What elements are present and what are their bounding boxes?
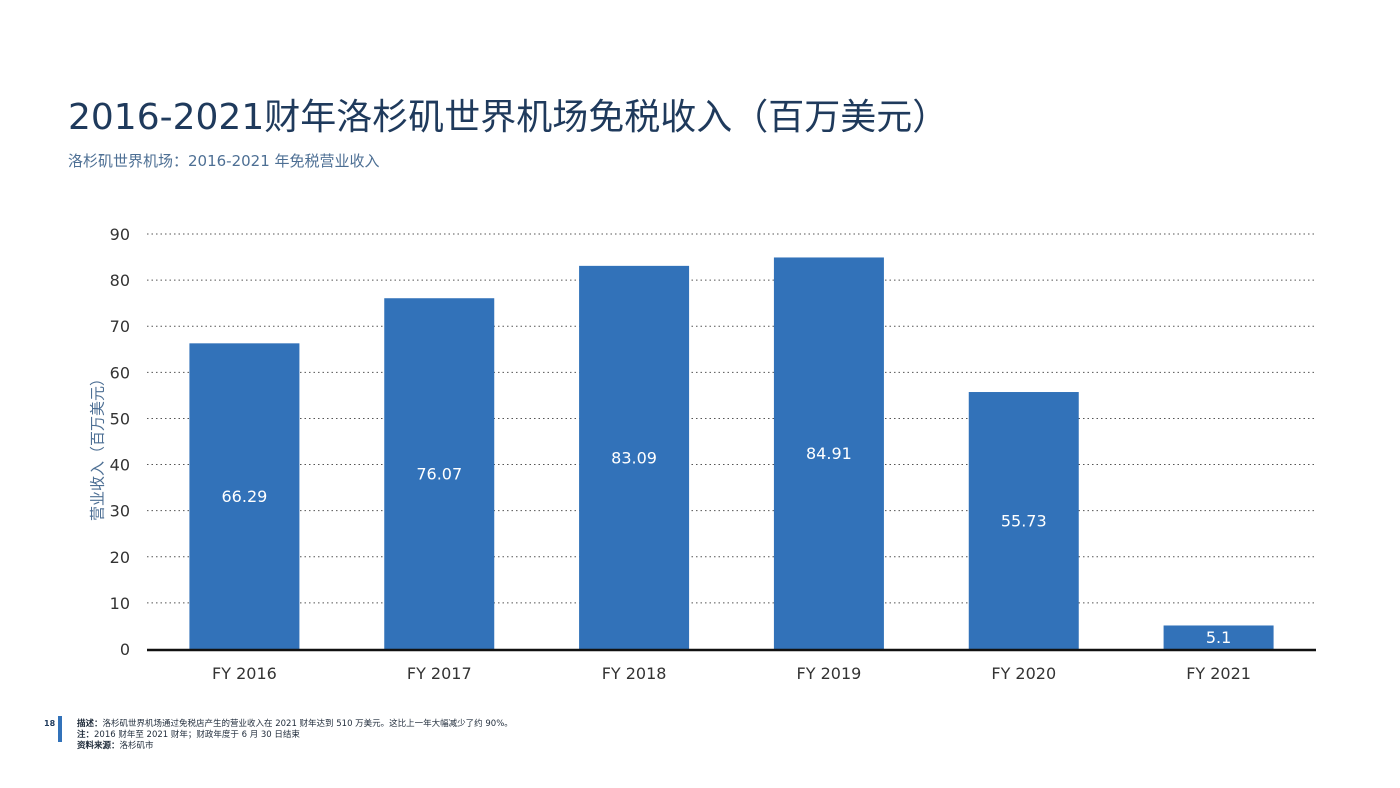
x-tick-label: FY 2018: [602, 664, 667, 683]
y-tick-label: 40: [110, 456, 130, 475]
data-label: 5.1: [1206, 628, 1231, 647]
x-tick-label: FY 2016: [212, 664, 277, 683]
y-tick-label: 50: [110, 409, 130, 428]
data-label: 66.29: [222, 487, 268, 506]
y-tick-label: 70: [110, 317, 130, 336]
y-tick-label: 30: [110, 502, 130, 521]
x-tick-label: FY 2017: [407, 664, 472, 683]
page-title: 2016-2021财年洛杉矶世界机场免税收入（百万美元）: [68, 97, 949, 138]
footer-accent-bar: [58, 716, 62, 742]
data-label: 84.91: [806, 444, 852, 463]
footer-notes: 描述：洛杉矶世界机场通过免税店产生的营业收入在 2021 财年达到 510 万美…: [77, 719, 513, 752]
x-tick-labels: FY 2016 FY 2017 FY 2018 FY 2019 FY 2020 FY 20…: [212, 664, 1251, 683]
page-subtitle: 洛杉矶世界机场：2016-2021 年免税营业收入: [68, 152, 380, 170]
page-number: 18: [44, 719, 56, 728]
data-labels: 66.29 76.07 83.09 84.91 55.73 5.1: [222, 444, 1232, 647]
y-tick-label: 90: [110, 225, 130, 244]
y-tick-label: 0: [120, 640, 130, 659]
data-label: 55.73: [1001, 512, 1047, 531]
footer-description: 描述：洛杉矶世界机场通过免税店产生的营业收入在 2021 财年达到 510 万美…: [77, 719, 513, 729]
bar: [773, 257, 884, 649]
bar: [968, 392, 1079, 649]
bar: [384, 298, 495, 649]
footer-source: 资料来源：洛杉矶市: [77, 741, 154, 751]
bar: [189, 343, 300, 649]
y-tick-label: 60: [110, 363, 130, 382]
bars: [189, 257, 1274, 649]
y-tick-label: 20: [110, 548, 130, 567]
y-tick-label: 10: [110, 594, 130, 613]
data-label: 76.07: [416, 465, 462, 484]
grid-lines: [147, 233, 1316, 604]
bar: [579, 265, 690, 649]
x-tick-label: FY 2020: [991, 664, 1056, 683]
y-tick-label: 80: [110, 271, 130, 290]
y-tick-labels: 0 10 20 30 40 50 60 70 80 90: [110, 225, 130, 659]
x-tick-label: FY 2019: [797, 664, 862, 683]
y-axis-label: 营业收入（百万美元）: [88, 370, 107, 522]
bar: [1163, 625, 1274, 649]
footer-note: 注：2016 财年至 2021 财年；财政年度于 6 月 30 日结束: [77, 730, 300, 740]
data-label: 83.09: [611, 448, 657, 467]
x-tick-label: FY 2021: [1186, 664, 1251, 683]
